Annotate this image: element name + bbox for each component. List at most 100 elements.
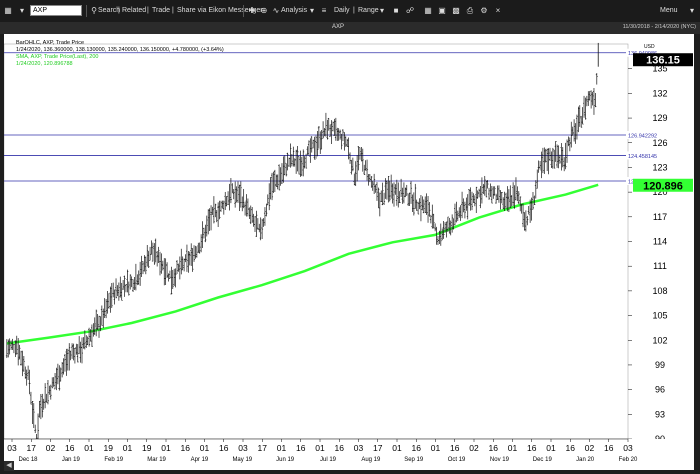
calendar-icon[interactable]: ▣ [438, 6, 446, 15]
y-tick-label: 93 [655, 409, 665, 419]
x-day-label: 19 [142, 443, 152, 453]
x-month-label: Dec 18 [18, 457, 38, 463]
share-button[interactable]: Share via Eikon Messenger [177, 7, 263, 14]
search-button[interactable]: Search [98, 7, 121, 14]
price-bars-layer [5, 42, 599, 450]
x-day-label: 16 [412, 443, 422, 453]
symbol-input[interactable] [30, 5, 82, 16]
x-month-label: Aug 19 [361, 457, 381, 463]
y-tick-label: 96 [655, 385, 665, 395]
x-day-label: 01 [315, 443, 325, 453]
toolbar-separator: | [147, 7, 149, 14]
y-tick-label: 120 [652, 187, 667, 197]
y-tick-label: 114 [653, 237, 667, 247]
x-day-label: 02 [585, 443, 595, 453]
legend-bar-title: BarOHLC, AXP, Trade Price [16, 40, 85, 46]
x-day-label: 03 [354, 443, 364, 453]
x-month-label: Oct 19 [448, 457, 466, 463]
interval-button[interactable]: Daily [334, 7, 350, 14]
x-day-label: 02 [46, 443, 56, 453]
toolbar-separator: | [172, 7, 174, 14]
x-day-label: 16 [219, 443, 229, 453]
chevron-down-icon[interactable]: ▾ [689, 6, 694, 15]
y-tick-label: 105 [652, 311, 667, 321]
symbol-dropdown-icon[interactable]: ▾ [19, 6, 24, 15]
trade-button[interactable]: Trade [152, 7, 171, 14]
x-day-label: 16 [450, 443, 460, 453]
x-day-label: 16 [335, 443, 345, 453]
chevron-down-icon[interactable]: ▾ [379, 6, 384, 15]
y-tick-label: 99 [655, 360, 665, 370]
x-month-label: Dec 19 [533, 457, 553, 463]
related-button[interactable]: Related [122, 7, 147, 14]
level-label: 124.458145 [628, 154, 657, 160]
settings-icon[interactable]: ⚙ [480, 6, 488, 15]
analysis-icon: ∿ [272, 6, 280, 15]
x-day-label: 01 [431, 443, 441, 453]
x-month-label: Jun 19 [276, 457, 295, 463]
x-day-label: 16 [527, 443, 537, 453]
x-month-label: Nov 19 [490, 457, 510, 463]
print-icon[interactable]: ⎙ [466, 6, 474, 15]
legend-sma-title: SMA, AXP, Trade Price(Last), 200 [16, 54, 99, 60]
grid-icon[interactable]: ▦ [424, 6, 432, 15]
x-axis-band [4, 439, 694, 470]
toolbar-separator: | [353, 7, 355, 14]
y-tick-label: 126 [652, 138, 667, 148]
range-button[interactable]: Range [358, 7, 379, 14]
chevron-down-icon[interactable]: ▾ [309, 6, 314, 15]
close-icon[interactable]: × [495, 6, 501, 15]
x-day-label: 17 [27, 443, 37, 453]
x-day-label: 16 [296, 443, 306, 453]
chart-type-icon[interactable]: ≡ [321, 6, 327, 15]
y-tick-label: 117 [653, 212, 667, 222]
x-day-label: 17 [373, 443, 383, 453]
level-label-bg [626, 130, 660, 139]
level-label: 126.942292 [628, 133, 657, 139]
last-price-label: 136.15 [646, 55, 680, 67]
x-day-label: 16 [489, 443, 499, 453]
toolbar: ▦ ▾ ⚲ Search | Related | Trade | Share v… [0, 0, 700, 23]
y-tick-label: 102 [652, 335, 667, 345]
zoom-icon[interactable]: ⊕ [260, 6, 268, 15]
axis-layer: 9093969910210510811111411712012312612913… [4, 53, 694, 470]
legend-sma-values: 1/24/2020, 120.896788 [16, 61, 73, 67]
x-day-label: 01 [123, 443, 133, 453]
y-tick-label: 132 [652, 88, 667, 98]
window-title: AXP [332, 24, 345, 30]
toolbar-separator [86, 5, 87, 17]
x-month-label: May 19 [232, 457, 252, 463]
toolbar-separator: | [118, 7, 120, 14]
x-day-label: 16 [604, 443, 614, 453]
x-month-label: Feb 20 [619, 457, 638, 463]
search-icon: ⚲ [91, 6, 97, 15]
x-day-label: 19 [104, 443, 114, 453]
x-day-label: 02 [469, 443, 479, 453]
y-tick-label: 129 [652, 113, 667, 123]
last-price-badge [633, 53, 693, 67]
toolbar-separator [243, 5, 244, 17]
x-day-label: 16 [566, 443, 576, 453]
analysis-button[interactable]: Analysis [281, 7, 308, 14]
level-label-bg [626, 48, 660, 57]
x-day-label: 01 [200, 443, 210, 453]
x-day-label: 01 [84, 443, 94, 453]
save-icon[interactable]: ▩ [452, 6, 460, 15]
link-icon[interactable]: ☍ [405, 6, 415, 15]
template-icon[interactable]: ■ [393, 6, 399, 15]
x-day-label: 01 [546, 443, 556, 453]
window-title-bar: AXP 11/30/2018 - 2/14/2020 (NYC) [0, 22, 700, 34]
y-tick-label: 135 [652, 64, 667, 74]
crosshair-icon[interactable]: ✚ [248, 6, 256, 15]
x-month-label: Jan 19 [62, 457, 81, 463]
x-day-label: 03 [238, 443, 248, 453]
x-day-label: 03 [7, 443, 17, 453]
date-range-label: 11/30/2018 - 2/14/2020 (NYC) [622, 24, 696, 30]
level-label-bg [626, 151, 660, 160]
scroll-left-icon[interactable]: ◀ [4, 461, 14, 471]
sma-last-label: 120.896 [643, 180, 683, 192]
x-day-label: 01 [161, 443, 171, 453]
menu-button[interactable]: Menu [660, 7, 678, 14]
price-chart[interactable]: 136.940986126.942292124.458145121.352961… [4, 34, 694, 470]
chart-area[interactable]: 136.940986126.942292124.458145121.352961… [4, 34, 694, 470]
